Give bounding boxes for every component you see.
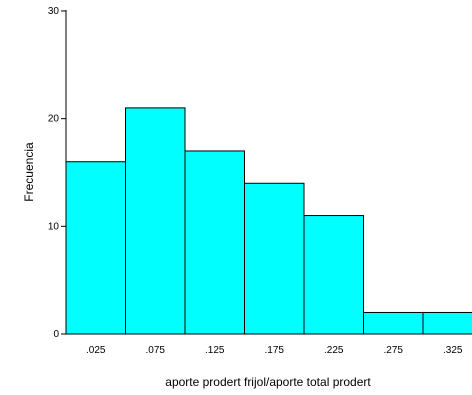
x-tick-label: .075 — [146, 345, 166, 356]
x-tick-label: .275 — [384, 345, 404, 356]
y-tick-label: 10 — [48, 221, 60, 232]
bar-.275 — [363, 311, 424, 335]
x-tick-label: .125 — [205, 345, 225, 356]
bar-.075 — [125, 107, 186, 335]
y-tick-label: 20 — [48, 114, 60, 125]
x-tick-label: .325 — [443, 345, 463, 356]
x-tick-label: .175 — [265, 345, 285, 356]
bar-.025 — [65, 161, 126, 335]
x-ticks-group: .025 .075 .125 .175 .225 .275 .325 — [86, 345, 463, 356]
bar-.125 — [184, 150, 245, 335]
bar-.175 — [244, 182, 305, 335]
bars-group — [65, 107, 472, 335]
bar-.325 — [422, 311, 472, 335]
x-tick-label: .025 — [86, 345, 106, 356]
y-tick-label: 30 — [48, 6, 60, 17]
x-tick-label: .225 — [324, 345, 344, 356]
y-tick-label: 0 — [53, 329, 59, 340]
x-axis-title: aporte prodert frijol/aporte total prode… — [165, 375, 371, 389]
y-axis-title: Frecuencia — [22, 142, 36, 202]
y-ticks-group: 0 10 20 30 — [48, 6, 66, 340]
bar-.225 — [303, 215, 364, 335]
